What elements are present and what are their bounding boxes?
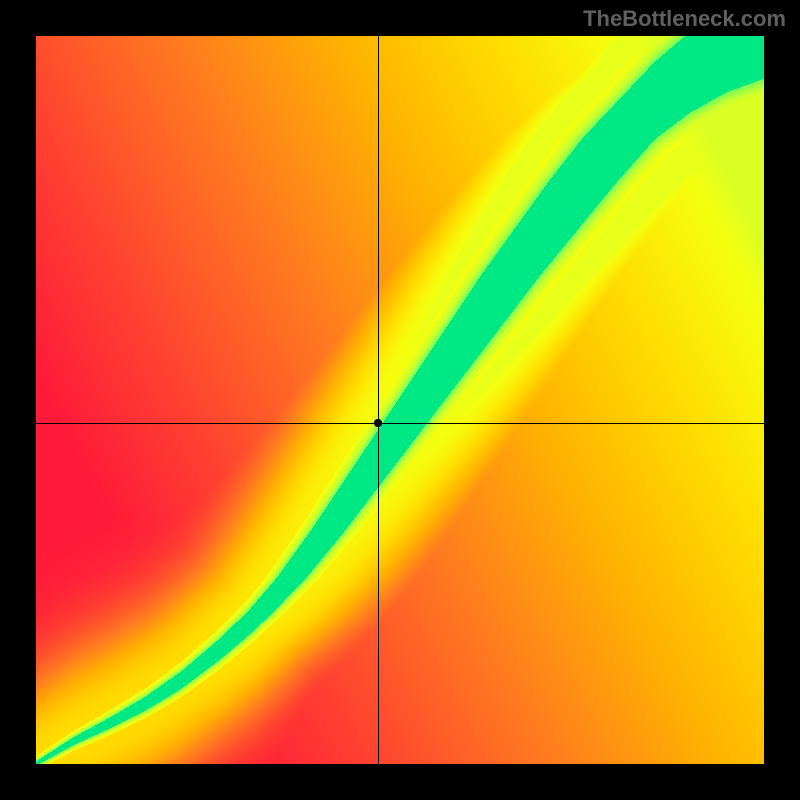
heatmap-plot bbox=[36, 36, 764, 764]
chart-container: TheBottleneck.com bbox=[0, 0, 800, 800]
heatmap-canvas bbox=[36, 36, 764, 764]
watermark-text: TheBottleneck.com bbox=[583, 6, 786, 32]
